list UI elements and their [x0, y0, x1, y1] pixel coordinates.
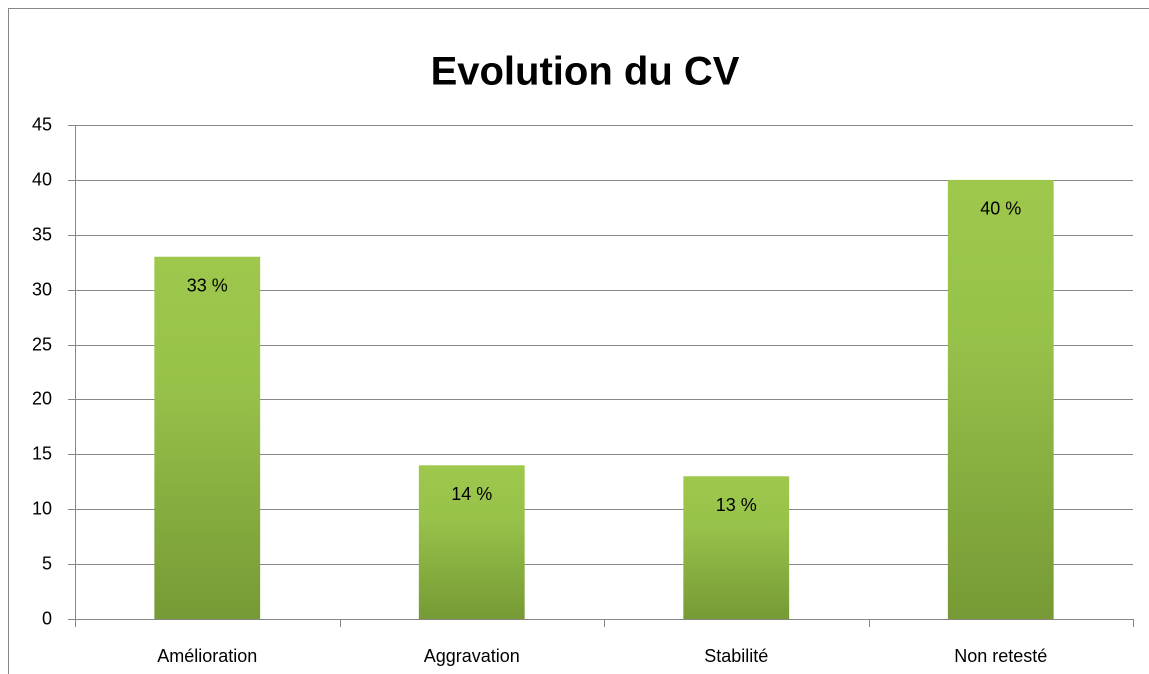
x-tick-label: Stabilité: [704, 646, 768, 666]
bar: [683, 476, 790, 619]
y-tick-label: 0: [42, 608, 52, 628]
value-label: 40 %: [980, 199, 1021, 219]
value-label: 33 %: [187, 275, 228, 295]
x-tick-label: Amélioration: [157, 646, 257, 666]
bar: [418, 465, 525, 619]
value-label: 13 %: [716, 495, 757, 515]
y-tick-label: 15: [32, 443, 52, 463]
chart-title: Evolution du CV: [431, 50, 740, 94]
y-tick-label: 10: [32, 498, 52, 518]
value-label: 14 %: [451, 484, 492, 504]
x-tick-label: Aggravation: [424, 646, 520, 666]
y-tick-label: 20: [32, 388, 52, 408]
y-tick-label: 5: [42, 553, 52, 573]
bar: [154, 256, 261, 619]
y-tick-label: 45: [32, 114, 52, 134]
y-tick-label: 25: [32, 334, 52, 354]
y-tick-label: 30: [32, 279, 52, 299]
y-tick-label: 40: [32, 169, 52, 189]
y-tick-label: 35: [32, 224, 52, 244]
x-tick-label: Non retesté: [954, 646, 1047, 666]
bar: [947, 179, 1054, 619]
